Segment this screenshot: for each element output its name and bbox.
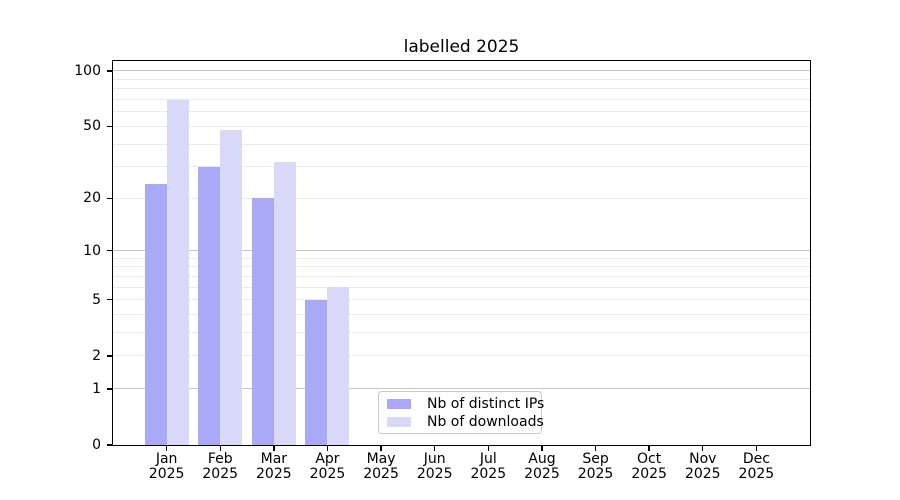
x-tick-label-oct: Oct 2025 <box>631 451 667 482</box>
gridline-minor-20 <box>113 197 810 199</box>
legend-item-downloads: Nb of downloads <box>387 413 544 430</box>
y-tick-5 <box>107 299 112 301</box>
legend-label-distinct-ips: Nb of distinct IPs <box>427 395 545 412</box>
bar-distinct-ips-mar <box>251 198 274 445</box>
y-tick-label-0: 0 <box>92 437 101 453</box>
plot-area: 100 50 20 10 5 2 1 0 Jan 2025 Feb 2025 Mar 2025 Apr 202… <box>74 60 811 482</box>
gridline-minor-30 <box>113 166 810 168</box>
gridline-minor-8 <box>113 266 810 268</box>
gridline-minor-90 <box>113 78 810 80</box>
x-tick-label-feb: Feb 2025 <box>202 451 239 482</box>
legend-swatch-downloads <box>387 416 411 427</box>
y-tick-label-50: 50 <box>83 118 101 135</box>
bar-distinct-ips-feb <box>198 166 221 445</box>
x-tick-label-jan: Jan 2025 <box>148 451 185 482</box>
gridline-minor-5 <box>113 299 810 301</box>
gridline-minor-3 <box>113 332 810 334</box>
x-tick-oct <box>648 446 650 451</box>
gridline-minor-50 <box>113 125 810 127</box>
x-tick-jul <box>487 446 489 451</box>
y-tick-10 <box>107 249 112 252</box>
y-tick-label-2: 2 <box>92 347 101 364</box>
x-tick-label-dec: Dec 2025 <box>738 451 775 482</box>
x-tick-label-sep: Sep 2025 <box>577 451 614 482</box>
gridline-minor-9 <box>113 257 810 259</box>
x-tick-label-jun: Jun 2025 <box>416 451 453 482</box>
x-tick-sep <box>594 446 597 451</box>
x-tick-may <box>380 446 382 451</box>
y-tick-label-1: 1 <box>92 380 101 397</box>
x-tick-label-apr: Apr 2025 <box>309 451 346 482</box>
x-tick-label-may: May 2025 <box>363 451 399 482</box>
x-tick-label-aug: Aug 2025 <box>524 451 560 482</box>
y-tick-label-20: 20 <box>83 190 101 207</box>
gridline-minor-80 <box>113 88 810 90</box>
x-tick-nov <box>702 446 704 451</box>
legend-label-downloads: Nb of downloads <box>427 413 544 430</box>
bar-downloads-jan <box>166 99 189 445</box>
gridline-major-1 <box>113 388 810 390</box>
y-tick-100 <box>107 70 112 72</box>
gridline-minor-60 <box>113 111 810 113</box>
gridline-minor-2 <box>113 355 810 357</box>
chart-title: labelled 2025 <box>403 37 520 57</box>
x-tick-label-jul: Jul 2025 <box>470 451 507 482</box>
y-tick-0 <box>107 444 112 446</box>
gridline-minor-40 <box>113 143 810 145</box>
x-tick-label-nov: Nov 2025 <box>684 451 721 482</box>
bar-downloads-feb <box>220 129 243 445</box>
x-tick-apr <box>326 446 329 451</box>
gridline-major-10 <box>113 250 810 252</box>
gridline-major-100 <box>113 70 810 72</box>
gridline-minor-6 <box>113 286 810 288</box>
x-tick-aug <box>541 446 543 451</box>
y-tick-20 <box>107 197 112 199</box>
legend-swatch-distinct-ips <box>387 398 411 409</box>
gridline-minor-4 <box>113 314 810 316</box>
x-tick-mar <box>273 446 275 451</box>
y-tick-1 <box>107 388 112 390</box>
gridline-minor-7 <box>113 275 810 277</box>
bar-distinct-ips-jan <box>144 184 167 445</box>
legend: Nb of distinct IPs Nb of downloads <box>378 391 545 434</box>
y-tick-label-100: 100 <box>74 62 101 79</box>
legend-item-distinct-ips: Nb of distinct IPs <box>387 395 545 412</box>
x-tick-feb <box>219 446 221 451</box>
x-tick-jan <box>165 446 168 451</box>
y-tick-50 <box>107 125 112 128</box>
y-tick-label-5: 5 <box>92 291 101 308</box>
y-tick-2 <box>107 355 112 357</box>
x-tick-label-mar: Mar 2025 <box>256 451 292 482</box>
bar-distinct-ips-apr <box>305 299 328 445</box>
bar-downloads-mar <box>273 161 296 445</box>
gridline-minor-70 <box>113 99 810 101</box>
x-tick-dec <box>755 446 758 451</box>
y-tick-label-10: 10 <box>83 242 101 259</box>
x-tick-jun <box>433 446 436 451</box>
bar-downloads-apr <box>327 287 350 445</box>
